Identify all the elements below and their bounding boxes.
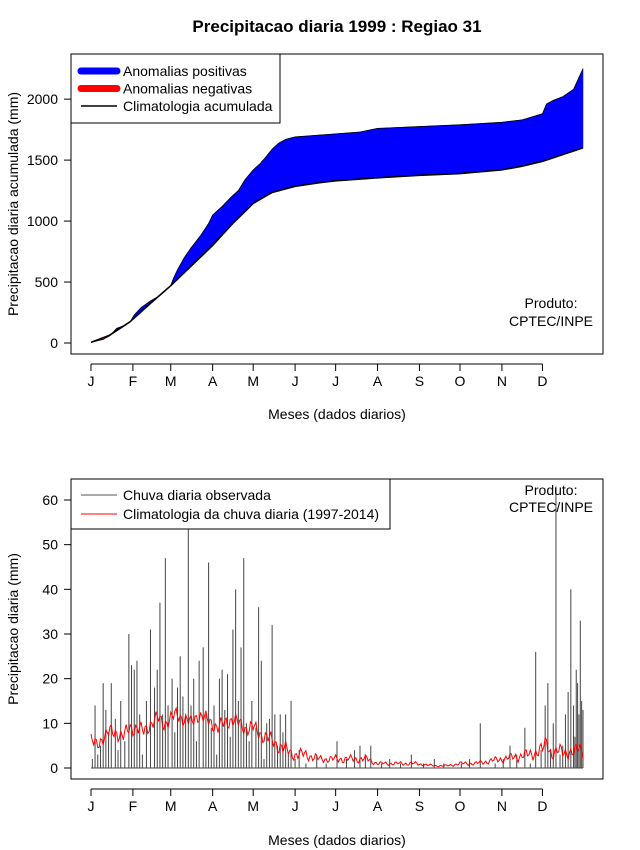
x-tick-label: A xyxy=(373,373,383,389)
x-tick-label: J xyxy=(88,798,95,814)
cumulative-y-axis: 0 500 1000 1500 2000 xyxy=(27,91,71,351)
x-tick-label: J xyxy=(292,798,299,814)
y-tick-label: 30 xyxy=(42,626,58,642)
daily-precip-chart: 0 10 20 30 40 50 60 J F M A M J J A S O N D Meses (dados … xyxy=(5,478,604,848)
x-tick-label: A xyxy=(208,373,218,389)
x-tick-label: J xyxy=(88,373,95,389)
y-tick-label: 500 xyxy=(35,274,59,290)
x-tick-label: S xyxy=(415,373,424,389)
y-tick-label: 40 xyxy=(42,581,58,597)
daily-plot-marks xyxy=(90,479,584,769)
daily-x-axis-label: Meses (dados diarios) xyxy=(268,832,406,848)
legend-label-observed: Chuva diaria observada xyxy=(123,487,271,503)
daily-legend: Chuva diaria observada Climatologia da c… xyxy=(70,478,391,530)
x-tick-label: N xyxy=(497,373,507,389)
x-tick-label: A xyxy=(373,798,383,814)
x-tick-label: J xyxy=(332,373,339,389)
product-note-line-1: Produto: xyxy=(525,482,578,498)
climatology-daily-line xyxy=(90,706,584,768)
legend-label-climatology: Climatologia acumulada xyxy=(123,98,273,114)
x-tick-label: J xyxy=(332,798,339,814)
x-tick-label: F xyxy=(129,373,138,389)
x-tick-label: D xyxy=(537,373,547,389)
daily-y-axis: 0 10 20 30 40 50 60 xyxy=(42,492,71,776)
observed-cumulative-line xyxy=(90,68,584,343)
x-tick-label: N xyxy=(497,798,507,814)
legend-label-negative-anomaly: Anomalias negativas xyxy=(123,81,252,97)
y-tick-label: 1000 xyxy=(27,213,58,229)
x-tick-label: O xyxy=(455,798,466,814)
y-tick-label: 0 xyxy=(50,760,58,776)
y-tick-label: 1500 xyxy=(27,152,58,168)
cumulative-plot-marks xyxy=(90,68,584,344)
y-tick-label: 2000 xyxy=(27,91,58,107)
x-tick-label: M xyxy=(247,798,259,814)
x-tick-label: M xyxy=(165,798,177,814)
cumulative-legend: Anomalias positivas Anomalias negativas … xyxy=(70,53,281,124)
x-tick-label: S xyxy=(415,798,424,814)
x-tick-label: M xyxy=(165,373,177,389)
y-tick-label: 0 xyxy=(50,335,58,351)
x-tick-label: J xyxy=(292,373,299,389)
cumulative-precip-chart: 0 500 1000 1500 2000 J F M A M J J A S O N D Meses (dad… xyxy=(5,53,604,422)
cumulative-y-axis-label: Precipitacao diaria acumulada (mm) xyxy=(5,92,21,316)
x-tick-label: O xyxy=(455,373,466,389)
cumulative-x-axis-label: Meses (dados diarios) xyxy=(268,406,406,422)
y-tick-label: 20 xyxy=(42,671,58,687)
product-note-line-1: Produto: xyxy=(525,295,578,311)
x-tick-label: M xyxy=(247,373,259,389)
y-tick-label: 10 xyxy=(42,715,58,731)
legend-label-climatology-daily: Climatologia da chuva diaria (1997-2014) xyxy=(123,506,379,522)
legend-label-positive-anomaly: Anomalias positivas xyxy=(123,63,247,79)
climatology-cumulative-line xyxy=(90,147,584,344)
y-tick-label: 50 xyxy=(42,537,58,553)
y-tick-label: 60 xyxy=(42,492,58,508)
chart-title: Precipitacao diaria 1999 : Regiao 31 xyxy=(192,17,481,36)
x-tick-label: F xyxy=(129,798,138,814)
x-tick-label: D xyxy=(537,798,547,814)
daily-legend-box xyxy=(70,478,391,530)
x-tick-label: A xyxy=(208,798,218,814)
daily-y-axis-label: Precipitacao diaria (mm) xyxy=(5,553,21,705)
product-note-line-2: CPTEC/INPE xyxy=(509,313,593,329)
product-note-line-2: CPTEC/INPE xyxy=(509,499,593,515)
cumulative-plot-frame xyxy=(70,53,604,355)
